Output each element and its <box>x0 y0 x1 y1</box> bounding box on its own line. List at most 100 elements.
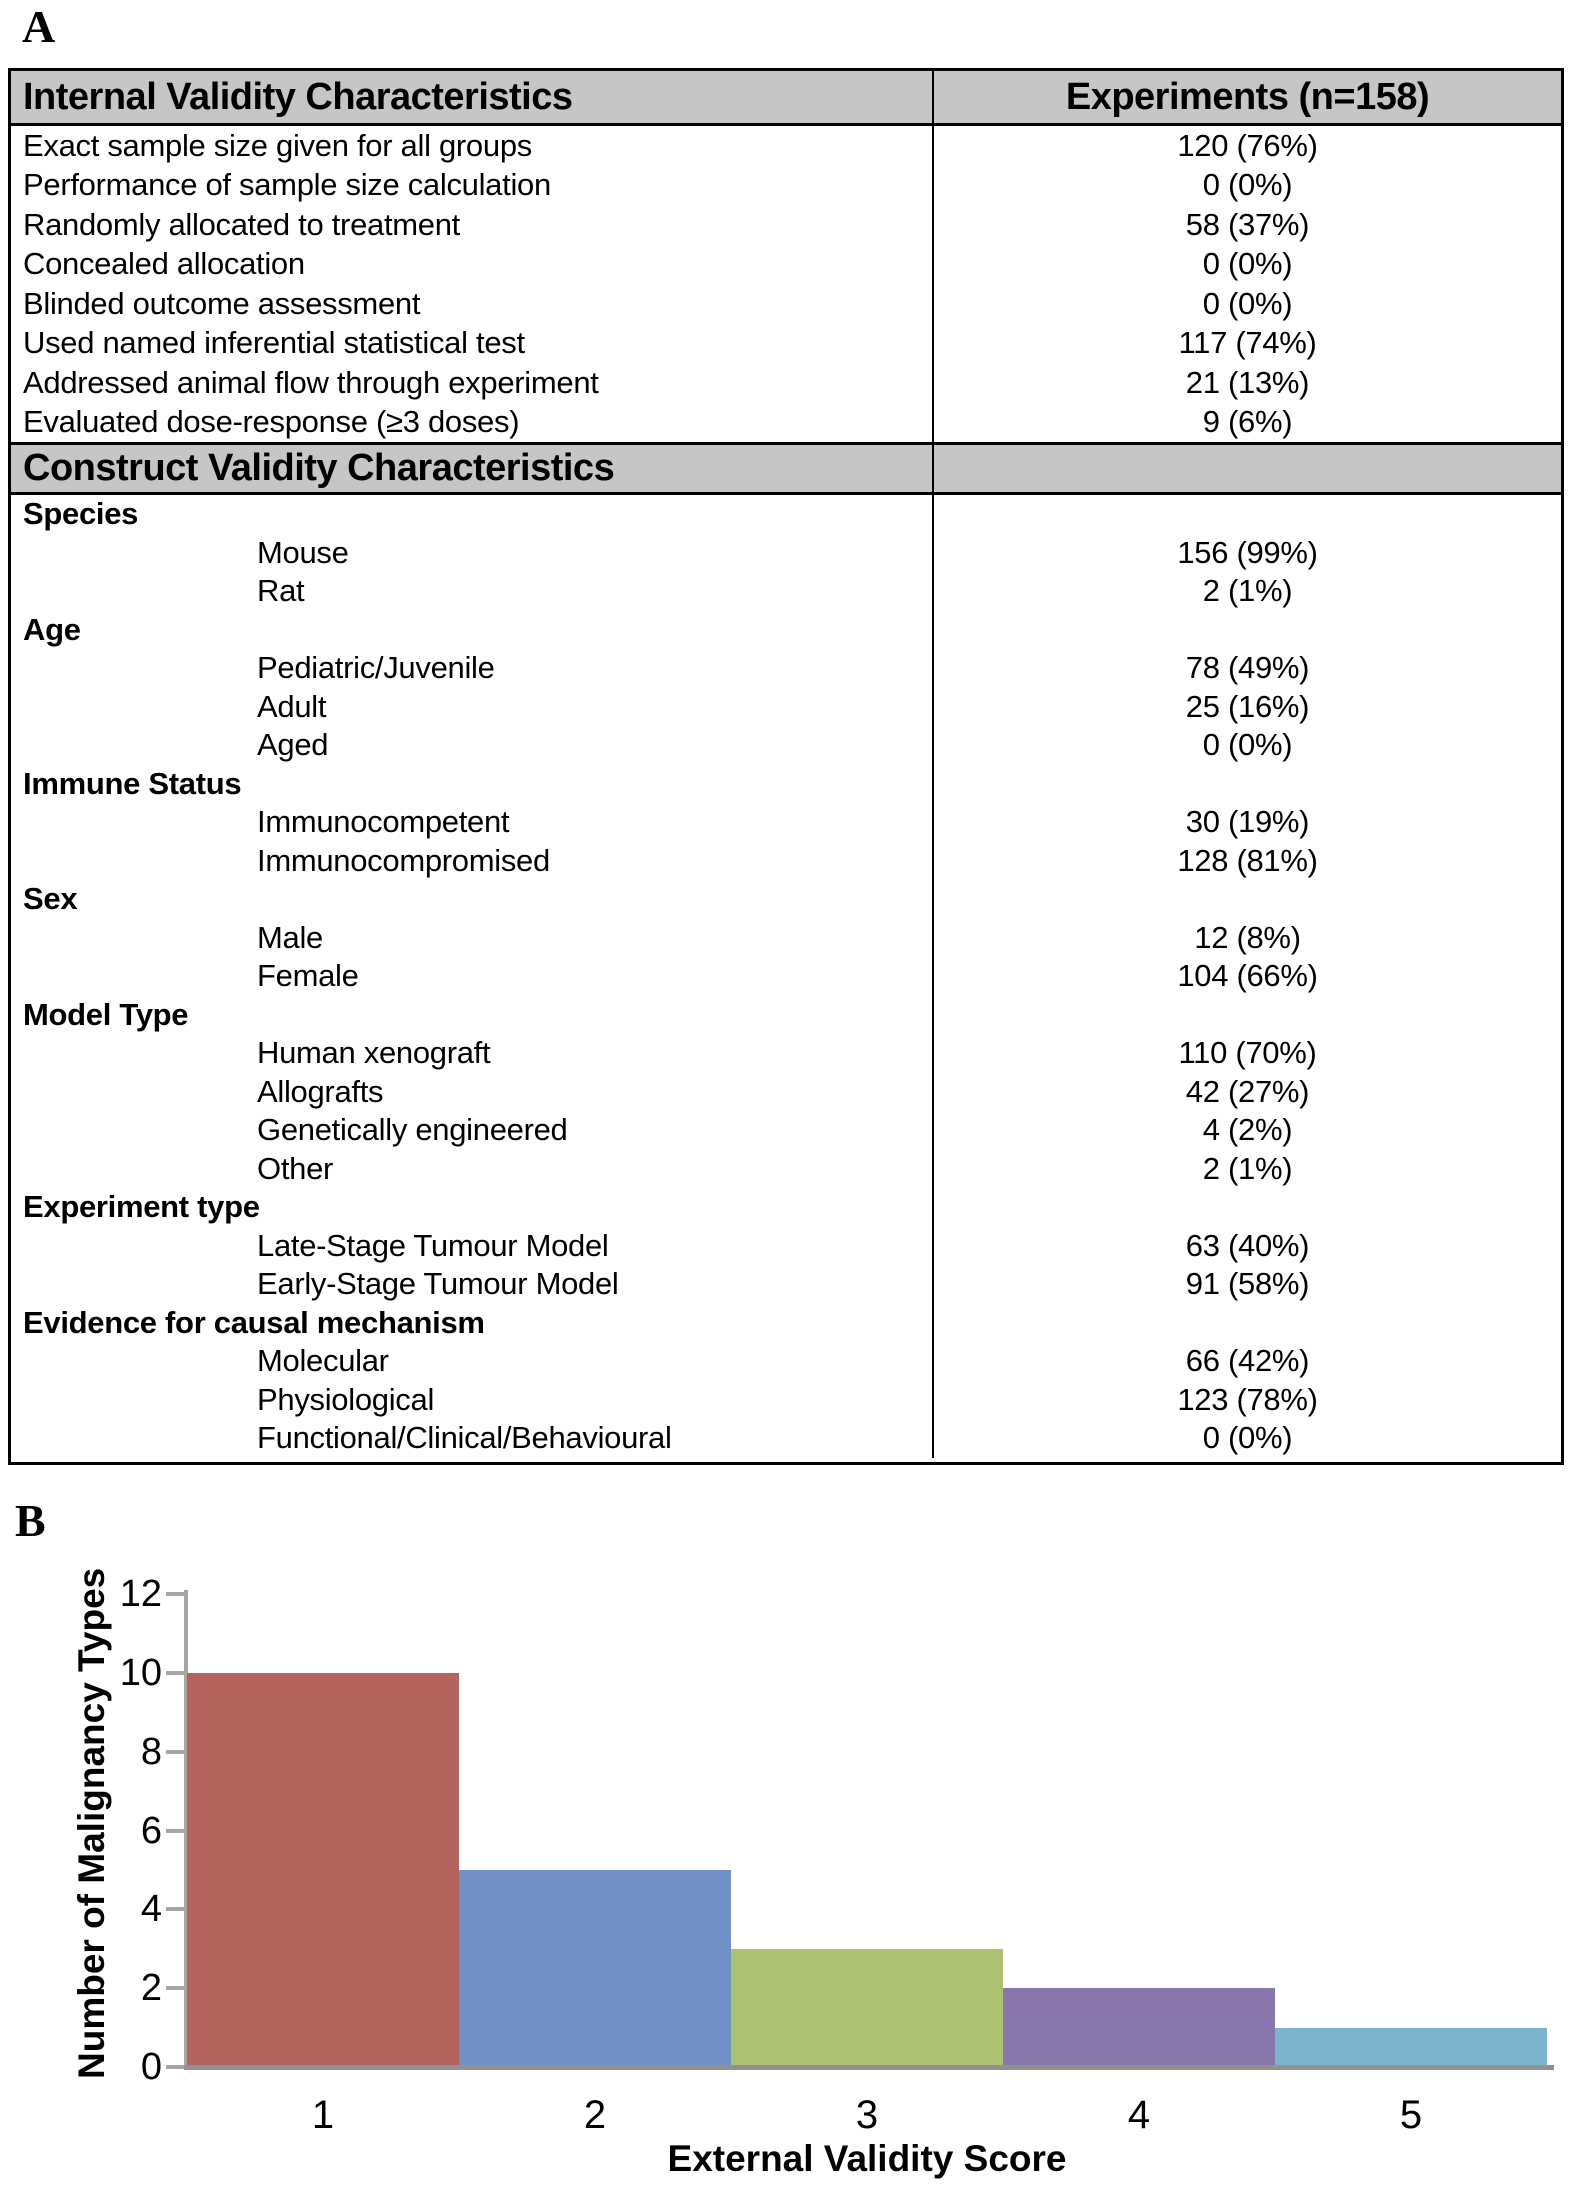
table-row: Mouse 156 (99%) <box>11 533 1561 572</box>
row-label: Performance of sample size calculation <box>11 165 934 205</box>
row-value: 0 (0%) <box>1202 727 1293 763</box>
row-label: Mouse <box>11 533 934 572</box>
table-row: Used named inferential statistical test 1… <box>11 323 1561 363</box>
row-label: Evaluated dose-response (≥3 doses) <box>11 402 934 442</box>
row-label: Immunocompetent <box>11 803 934 842</box>
row-value: 120 (76%) <box>1177 127 1318 163</box>
row-value: 123 (78%) <box>1177 1381 1318 1417</box>
row-value: 156 (99%) <box>1177 534 1318 570</box>
bar <box>1275 2027 1547 2067</box>
row-label: Exact sample size given for all groups <box>11 126 934 166</box>
row-label: Early-Stage Tumour Model <box>11 1265 934 1304</box>
validity-characteristics-table: Internal Validity Characteristics Experi… <box>8 68 1564 1465</box>
y-tick-label: 10 <box>119 1651 162 1694</box>
row-value: 0 (0%) <box>1202 246 1293 282</box>
row-label: Human xenograft <box>11 1034 934 1073</box>
table-row: Late-Stage Tumour Model 63 (40%) <box>11 1226 1561 1265</box>
table-header-col1: Internal Validity Characteristics <box>11 71 934 123</box>
row-label: Sex <box>11 880 934 919</box>
row-value: 117 (74%) <box>1178 325 1317 361</box>
table-row: Genetically engineered 4 (2%) <box>11 1111 1561 1150</box>
row-value: 91 (58%) <box>1185 1266 1310 1302</box>
y-axis-line <box>184 1590 188 2070</box>
row-label: Blinded outcome assessment <box>11 284 934 324</box>
table-row: Functional/Clinical/Behavioural 0 (0%) <box>11 1419 1561 1458</box>
row-value: 110 (70%) <box>1178 1035 1317 1071</box>
row-label: Species <box>11 495 934 534</box>
row-label: Functional/Clinical/Behavioural <box>11 1419 934 1458</box>
row-label: Concealed allocation <box>11 244 934 284</box>
row-value <box>934 765 1561 804</box>
table-row: Early-Stage Tumour Model 91 (58%) <box>11 1265 1561 1304</box>
panel-b-label: B <box>15 1495 46 1546</box>
row-label: Adult <box>11 687 934 726</box>
table-row: Addressed animal flow through experiment… <box>11 363 1561 403</box>
table-row: Evaluated dose-response (≥3 doses) 9 (6%) <box>11 402 1561 442</box>
table-header-row: Internal Validity Characteristics Experi… <box>11 71 1561 126</box>
row-value: 2 (1%) <box>1202 573 1293 609</box>
row-value: 9 (6%) <box>1202 404 1293 440</box>
y-tick-label: 0 <box>140 2046 162 2088</box>
bar <box>731 1948 1003 2068</box>
row-value <box>934 611 1561 650</box>
table-row: Experiment type <box>11 1188 1561 1227</box>
row-value: 58 (37%) <box>1185 206 1310 242</box>
y-tick-mark <box>166 2065 184 2069</box>
row-label: Aged <box>11 726 934 765</box>
x-axis-line <box>184 2065 1554 2070</box>
y-tick-mark <box>166 1670 184 1675</box>
row-label: Experiment type <box>11 1188 934 1227</box>
table-row: Concealed allocation 0 (0%) <box>11 244 1561 284</box>
table-row: Evidence for causal mechanism <box>11 1303 1561 1342</box>
construct-validity-header: Construct Validity Characteristics <box>11 445 934 492</box>
table-row: Physiological 123 (78%) <box>11 1380 1561 1419</box>
bar <box>187 1672 459 2067</box>
panel-a-label: A <box>22 1 56 52</box>
y-tick-label: 2 <box>140 1967 162 2010</box>
y-tick-mark <box>166 1986 184 1991</box>
row-value: 4 (2%) <box>1202 1112 1293 1148</box>
row-value: 78 (49%) <box>1185 650 1310 686</box>
table-row: Species <box>11 495 1561 534</box>
x-tick-label: 3 <box>855 2093 879 2137</box>
row-label: Genetically engineered <box>11 1111 934 1150</box>
row-label: Addressed animal flow through experiment <box>11 363 934 403</box>
table-row: Female 104 (66%) <box>11 957 1561 996</box>
table-row: Immunocompromised 128 (81%) <box>11 841 1561 880</box>
row-label: Immunocompromised <box>11 841 934 880</box>
table-row: Sex <box>11 880 1561 919</box>
table-row: Immunocompetent 30 (19%) <box>11 803 1561 842</box>
construct-validity-header-spacer <box>934 445 1561 492</box>
table-row: Molecular 66 (42%) <box>11 1342 1561 1381</box>
construct-validity-rows: Species Mouse 156 (99%) Rat 2 (1%) Age Pediatr… <box>11 495 1561 1458</box>
row-value: 42 (27%) <box>1185 1073 1310 1109</box>
y-tick-mark <box>166 1749 184 1754</box>
row-value: 0 (0%) <box>1202 285 1293 321</box>
row-label: Molecular <box>11 1342 934 1381</box>
table-row: Other 2 (1%) <box>11 1149 1561 1188</box>
row-label: Late-Stage Tumour Model <box>11 1226 934 1265</box>
table-header-col2: Experiments (n=158) <box>1065 75 1430 118</box>
row-value <box>934 880 1561 919</box>
table-row: Blinded outcome assessment 0 (0%) <box>11 284 1561 324</box>
row-label: Other <box>11 1149 934 1188</box>
external-validity-bar-chart: Number of Malignancy Types 0 2 4 6 8 10 12 1 2 3 4… <box>0 1490 1575 2194</box>
table-row: Allografts 42 (27%) <box>11 1072 1561 1111</box>
x-tick-label: 5 <box>1399 2093 1423 2137</box>
row-label: Physiological <box>11 1380 934 1419</box>
table-row: Male 12 (8%) <box>11 918 1561 957</box>
row-value: 21 (13%) <box>1185 364 1310 400</box>
row-value: 66 (42%) <box>1185 1343 1310 1379</box>
bar <box>1003 1988 1275 2067</box>
table-row: Performance of sample size calculation 0 … <box>11 165 1561 205</box>
row-value <box>934 1188 1561 1227</box>
row-value: 63 (40%) <box>1185 1227 1310 1263</box>
table-row: Pediatric/Juvenile 78 (49%) <box>11 649 1561 688</box>
row-label: Pediatric/Juvenile <box>11 649 934 688</box>
y-tick-label: 8 <box>140 1730 162 1773</box>
row-value: 128 (81%) <box>1177 842 1318 878</box>
row-label: Age <box>11 610 934 649</box>
row-label: Female <box>11 957 934 996</box>
y-tick-mark <box>166 1592 184 1596</box>
row-label: Evidence for causal mechanism <box>11 1303 934 1342</box>
